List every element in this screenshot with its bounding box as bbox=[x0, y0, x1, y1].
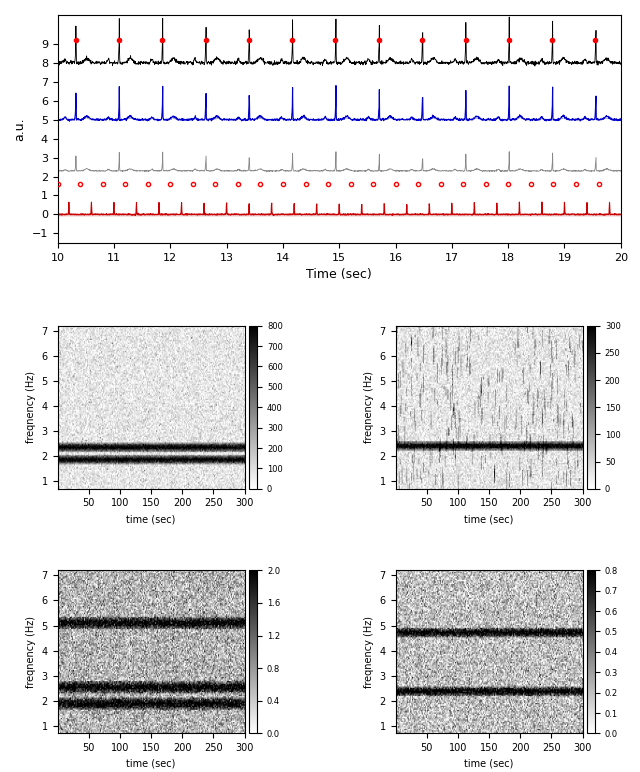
Y-axis label: freqnency (Hz): freqnency (Hz) bbox=[26, 616, 36, 688]
X-axis label: time (sec): time (sec) bbox=[465, 759, 514, 769]
X-axis label: time (sec): time (sec) bbox=[127, 514, 176, 524]
X-axis label: time (sec): time (sec) bbox=[465, 514, 514, 524]
X-axis label: time (sec): time (sec) bbox=[127, 759, 176, 769]
Y-axis label: freqnency (Hz): freqnency (Hz) bbox=[364, 371, 374, 443]
Y-axis label: freqnency (Hz): freqnency (Hz) bbox=[26, 371, 36, 443]
Y-axis label: freqnency (Hz): freqnency (Hz) bbox=[364, 616, 374, 688]
X-axis label: Time (sec): Time (sec) bbox=[307, 268, 372, 281]
Y-axis label: a.u.: a.u. bbox=[13, 117, 26, 141]
